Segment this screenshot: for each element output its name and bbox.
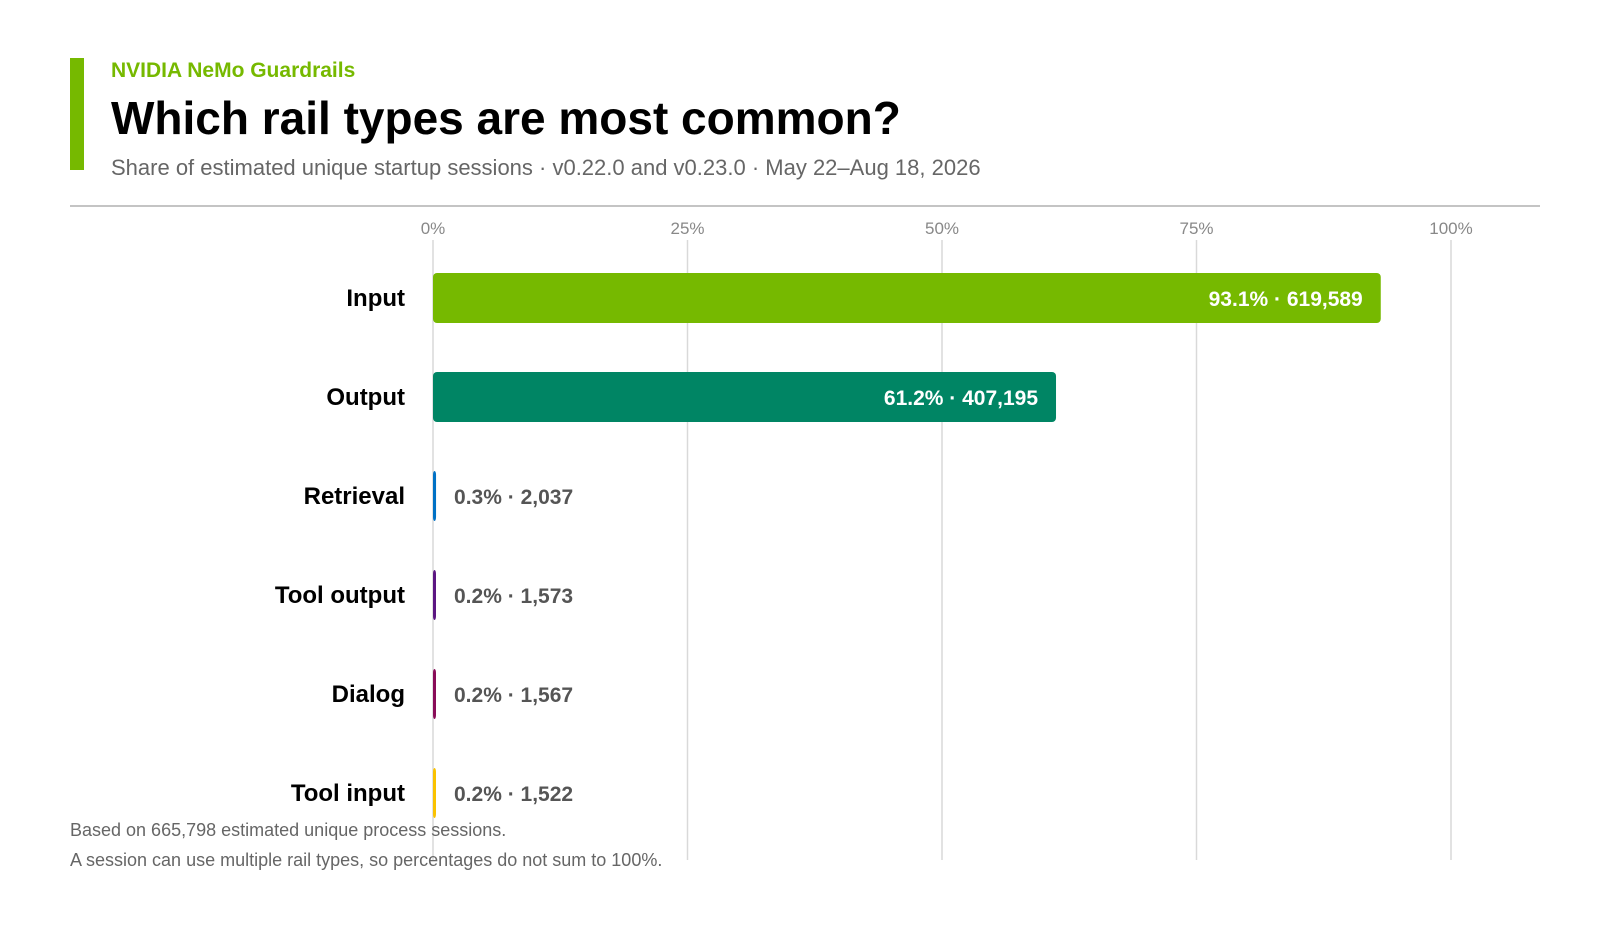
data-label: 93.1% · 619,589 — [1209, 288, 1363, 311]
bar — [433, 273, 1381, 323]
bar — [433, 669, 436, 719]
x-tick-label: 25% — [670, 219, 704, 238]
x-tick-label: 100% — [1429, 219, 1472, 238]
data-label: 61.2% · 407,195 — [884, 387, 1038, 410]
chart-subtitle: Share of estimated unique startup sessio… — [111, 155, 981, 180]
bar — [433, 372, 1057, 422]
data-label: 0.2% · 1,573 — [454, 585, 573, 608]
bar — [433, 471, 437, 521]
category-label: Dialog — [332, 681, 405, 708]
category-label: Output — [326, 384, 405, 411]
gridlines — [432, 240, 1452, 860]
chart-eyebrow: NVIDIA NeMo Guardrails — [111, 59, 356, 82]
chart-title: Which rail types are most common? — [111, 92, 901, 144]
category-label: Tool output — [275, 582, 405, 609]
header-divider — [70, 205, 1540, 207]
footnote-multiple-rails: A session can use multiple rail types, s… — [70, 850, 663, 870]
data-label: 0.3% · 2,037 — [454, 486, 573, 509]
category-label: Input — [346, 285, 405, 312]
x-tick-label: 75% — [1179, 219, 1213, 238]
bar — [433, 768, 436, 818]
x-tick-label: 50% — [925, 219, 959, 238]
category-label: Tool input — [291, 780, 405, 807]
bar — [433, 570, 436, 620]
x-tick-label: 0% — [421, 219, 446, 238]
bars: Input 93.1% · 619,589 Output 61.2% · 407,19… — [275, 273, 1381, 818]
data-label: 0.2% · 1,567 — [454, 684, 573, 707]
category-label: Retrieval — [304, 483, 405, 510]
footnote-sessions: Based on 665,798 estimated unique proces… — [70, 820, 507, 840]
title-accent-bar — [70, 58, 84, 170]
x-axis-ticks: 0% 25% 50% 75% 100% — [421, 219, 1473, 238]
data-label: 0.2% · 1,522 — [454, 783, 573, 806]
